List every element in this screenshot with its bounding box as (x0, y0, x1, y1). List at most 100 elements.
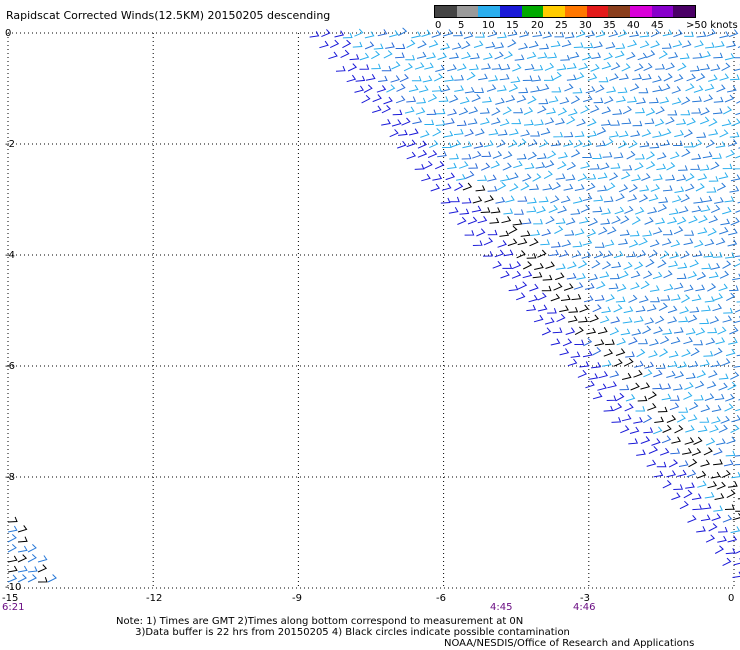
wind-barb (646, 161, 656, 170)
wind-barb (595, 84, 605, 93)
wind-barb (690, 347, 700, 357)
wind-barb (490, 160, 501, 169)
wind-barb (696, 470, 707, 479)
wind-barb (594, 339, 605, 347)
wind-barb (677, 361, 688, 369)
wind-barb (627, 39, 638, 48)
wind-barb (499, 118, 510, 127)
wind-barb (592, 153, 603, 159)
wind-barb (606, 86, 617, 93)
wind-barb (427, 93, 438, 103)
wind-barb (647, 402, 657, 411)
wind-barb (587, 130, 597, 138)
wind-barb (677, 216, 687, 225)
wind-barb (695, 284, 706, 292)
wind-barb (494, 51, 504, 60)
wind-barb (644, 216, 654, 225)
wind-barb (730, 371, 740, 380)
wind-barb (705, 534, 716, 543)
wind-barb (635, 406, 646, 412)
wind-barb (613, 358, 623, 367)
wind-barb (678, 206, 689, 214)
wind-barb (566, 116, 576, 125)
wind-barb (582, 139, 593, 148)
wind-barb (586, 327, 597, 335)
wind-barb-corner (17, 536, 28, 543)
wind-barb (574, 184, 585, 191)
wind-barb (729, 326, 739, 335)
wind-barb (650, 239, 660, 248)
wind-barb (429, 139, 439, 149)
map-title: Rapidscat Corrected Winds(12.5KM) 201502… (6, 9, 331, 22)
wind-barb (421, 173, 431, 182)
wind-barb (497, 85, 507, 92)
wind-barb (554, 31, 565, 38)
wind-barb (731, 415, 740, 423)
wind-barb (340, 49, 350, 59)
wind-barb (676, 174, 687, 182)
wind-barb (477, 216, 488, 224)
wind-barb (649, 285, 660, 292)
wind-barb (700, 63, 710, 71)
wind-barb-corner (7, 544, 17, 553)
wind-barb (655, 363, 666, 369)
wind-barb (690, 65, 700, 72)
wind-barb (666, 470, 676, 478)
wind-barb (708, 215, 719, 224)
wind-barb (509, 128, 519, 136)
wind-barb (730, 526, 740, 534)
wind-barb (514, 54, 525, 61)
wind-barb (646, 50, 656, 59)
wind-barb (685, 83, 695, 92)
wind-barb (610, 120, 621, 126)
wind-barb (634, 206, 645, 215)
wind-barb (537, 304, 548, 312)
wind-barb (604, 96, 614, 104)
wind-barb (718, 373, 729, 380)
wind-barb (688, 215, 698, 224)
x-tick-0: 0 (728, 593, 734, 604)
wind-barb (731, 118, 740, 127)
wind-barb (513, 160, 523, 169)
wind-barb (733, 258, 740, 268)
wind-barb (668, 260, 678, 268)
wind-barb (430, 183, 441, 192)
wind-barb (725, 393, 735, 402)
wind-barb (347, 63, 358, 72)
wind-barb (606, 395, 617, 401)
wind-barb (622, 164, 633, 171)
wind-barb (597, 185, 608, 192)
wind-barb (721, 62, 731, 72)
wind-barb (583, 42, 594, 49)
wind-barb (649, 338, 659, 346)
wind-barb (511, 270, 522, 279)
wind-barb (557, 161, 567, 170)
credit-line: NOAA/NESDIS/Office of Research and Appli… (444, 638, 695, 649)
wind-barb (520, 230, 531, 237)
wind-barb (533, 218, 543, 225)
wind-barb (428, 39, 439, 48)
wind-barb (652, 131, 663, 138)
wind-barb (707, 327, 718, 334)
wind-barb (508, 139, 518, 148)
wind-barb (702, 195, 713, 203)
wind-barb (631, 216, 641, 225)
wind-barb (722, 315, 733, 323)
wind-barb (529, 238, 539, 247)
wind-barb (697, 173, 708, 181)
wind-barb (550, 140, 561, 147)
wind-barb (722, 260, 732, 269)
wind-barb (500, 270, 510, 279)
wind-barb (564, 32, 575, 39)
wind-barb (518, 42, 529, 50)
wind-barb (694, 380, 705, 389)
wind-barb (597, 172, 608, 180)
wind-barb (659, 447, 670, 456)
wind-barb (624, 403, 634, 412)
wind-barb (553, 131, 564, 138)
wind-barb (701, 305, 711, 312)
wind-barb (667, 305, 678, 314)
wind-barb (605, 339, 615, 346)
wind-barb (355, 75, 366, 82)
wind-barb (470, 52, 480, 60)
